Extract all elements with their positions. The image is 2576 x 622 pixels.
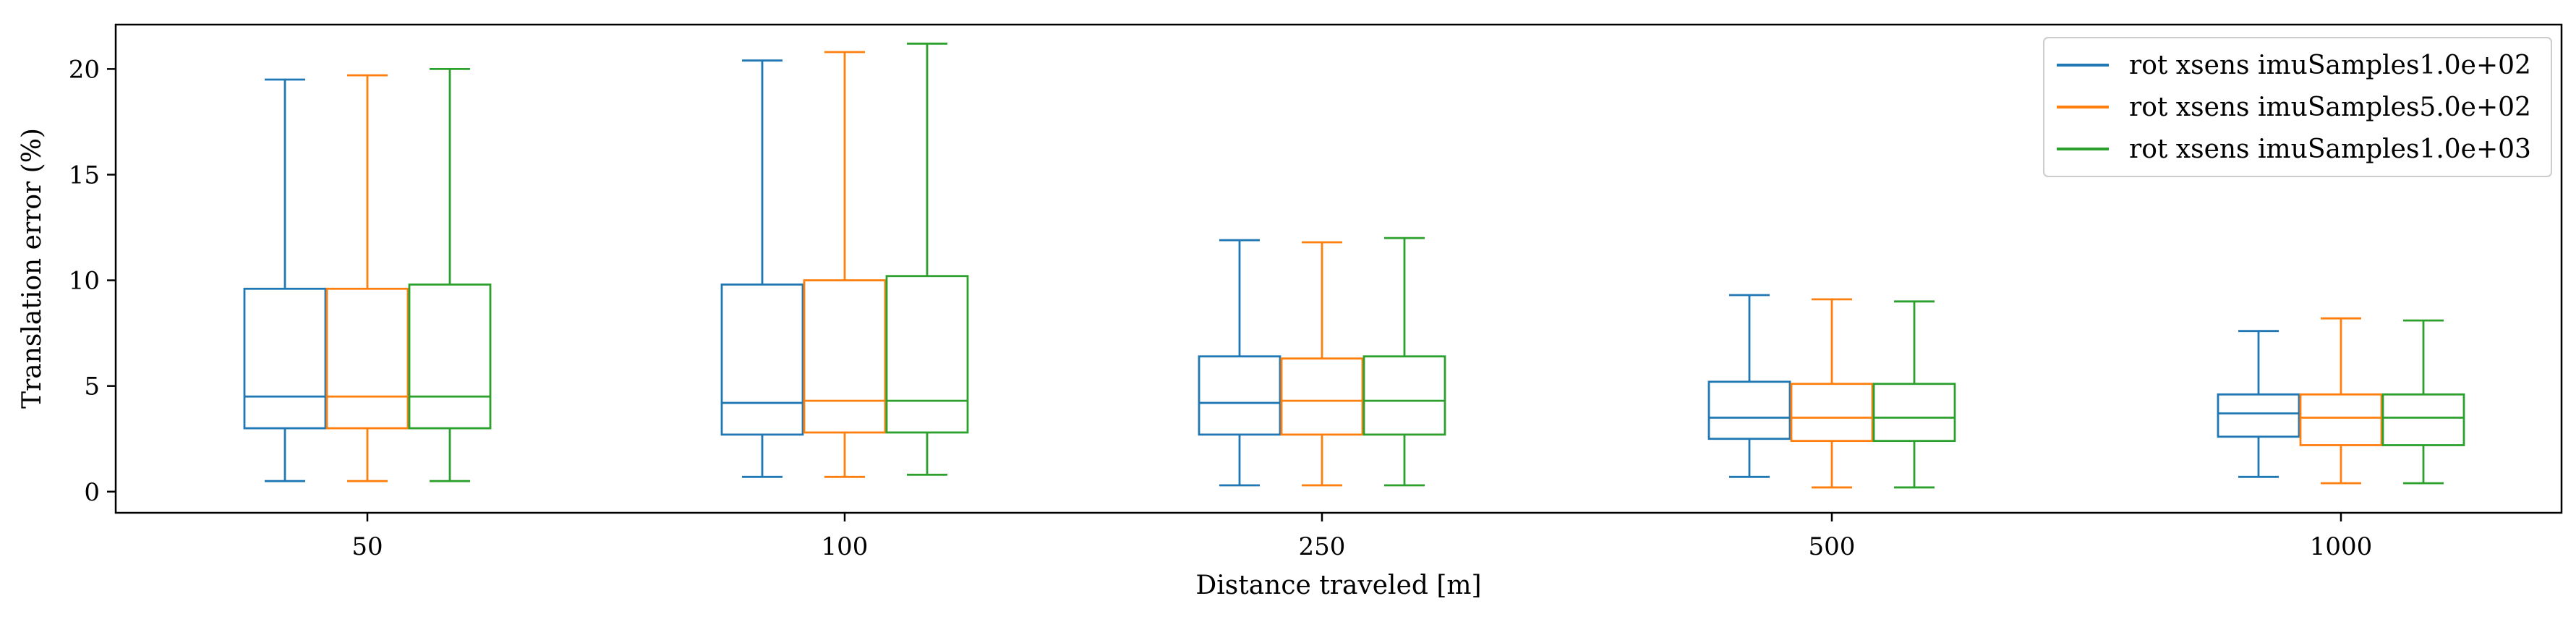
box xyxy=(1872,300,1956,489)
box-iqr xyxy=(325,287,409,430)
y-axis-label: Translation error (%) xyxy=(17,128,47,409)
box xyxy=(885,42,969,476)
box-iqr xyxy=(885,275,969,434)
box-iqr xyxy=(2381,393,2465,446)
x-tick-label: 1000 xyxy=(2310,532,2373,561)
box-iqr xyxy=(1198,355,1281,436)
box xyxy=(720,59,804,478)
legend: rot xsens imuSamples1.0e+02 rot xsens imu… xyxy=(2043,37,2552,177)
plot-area xyxy=(243,42,2465,489)
box xyxy=(2299,317,2383,485)
box xyxy=(803,51,887,478)
box-iqr xyxy=(2299,393,2383,446)
y-tick-label: 0 xyxy=(84,478,100,507)
legend-label: rot xsens imuSamples1.0e+03 xyxy=(2129,135,2531,164)
box xyxy=(1280,241,1364,487)
box-iqr xyxy=(408,284,492,430)
y-axis-ticks: 0 5 10 15 20 xyxy=(69,55,116,507)
box xyxy=(1198,239,1281,487)
series-group xyxy=(408,42,2465,489)
legend-label: rot xsens imuSamples1.0e+02 xyxy=(2129,51,2531,80)
box xyxy=(1362,237,1446,487)
box xyxy=(325,74,409,482)
x-tick-label: 100 xyxy=(822,532,869,561)
box-iqr xyxy=(2217,393,2300,438)
box-iqr xyxy=(720,284,804,436)
series-group xyxy=(325,51,2383,489)
y-tick-label: 15 xyxy=(69,161,100,189)
series-group xyxy=(243,59,2300,487)
box-iqr xyxy=(243,287,327,430)
legend-frame xyxy=(2043,37,2552,177)
axes-frame xyxy=(114,23,2563,514)
box-iqr xyxy=(803,279,887,434)
y-tick-label: 20 xyxy=(69,55,100,84)
y-tick-label: 10 xyxy=(69,267,100,296)
legend-label: rot xsens imuSamples5.0e+02 xyxy=(2129,93,2531,122)
x-tick-label: 250 xyxy=(1299,532,1346,561)
box xyxy=(2381,319,2465,485)
box xyxy=(1707,294,1791,478)
x-axis-ticks: 50 100 250 500 1000 xyxy=(351,513,2372,561)
box xyxy=(1790,298,1874,489)
box-iqr xyxy=(1362,355,1446,436)
box xyxy=(243,78,327,482)
box xyxy=(408,67,492,482)
y-tick-label: 5 xyxy=(84,372,100,401)
box-iqr xyxy=(1872,383,1956,443)
box xyxy=(2217,330,2300,478)
x-axis-label: Distance traveled [m] xyxy=(1195,571,1481,600)
box-iqr xyxy=(1707,380,1791,440)
box-iqr xyxy=(1280,357,1364,436)
x-tick-label: 50 xyxy=(351,532,383,561)
box-iqr xyxy=(1790,383,1874,443)
x-tick-label: 500 xyxy=(1809,532,1856,561)
